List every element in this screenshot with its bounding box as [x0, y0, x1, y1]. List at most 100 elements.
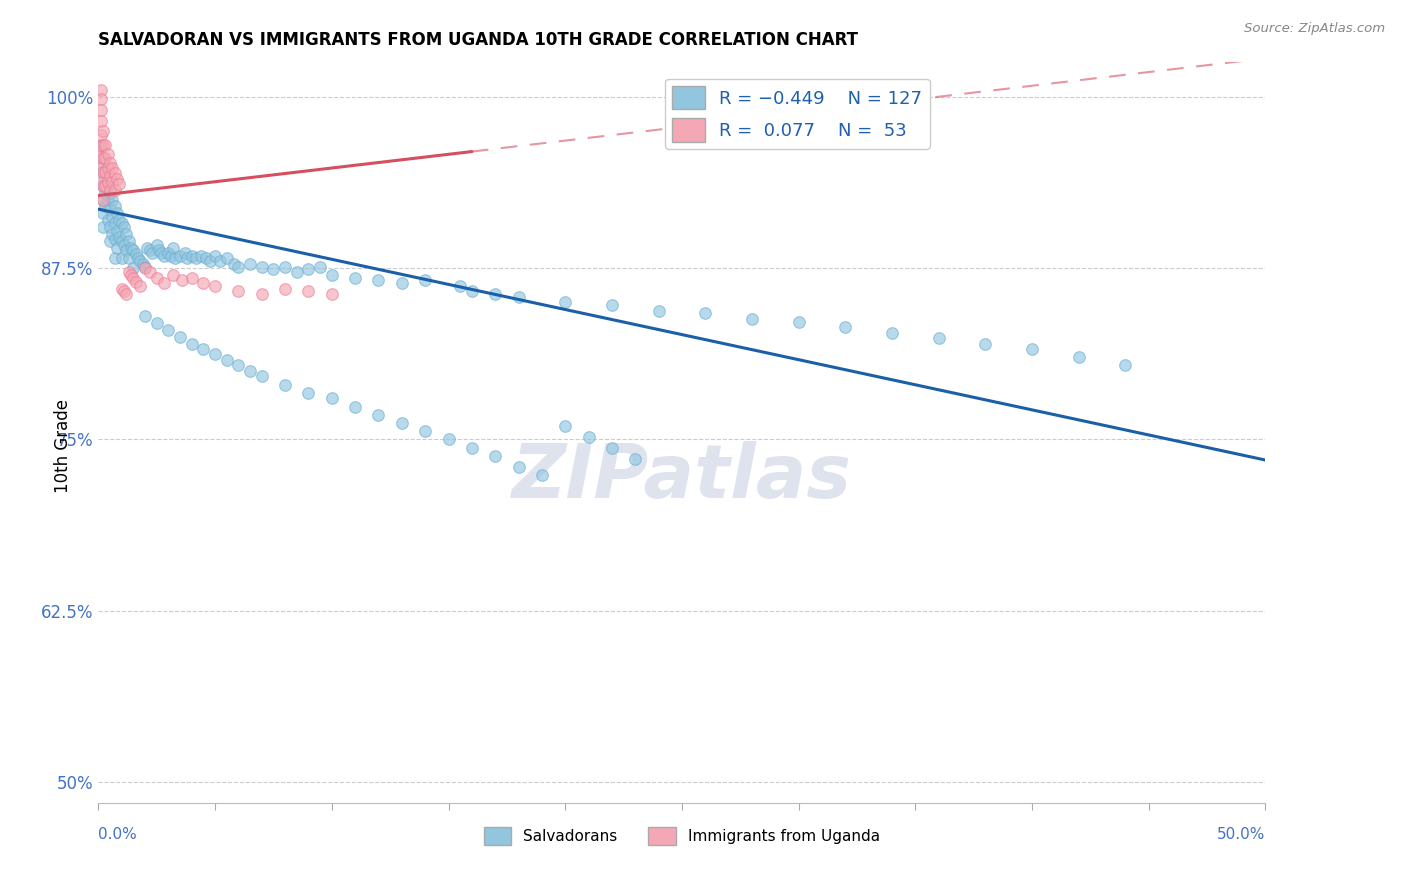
Point — [132, 257, 155, 271]
Point — [159, 249, 181, 263]
Point — [90, 158, 112, 172]
Point — [173, 246, 195, 260]
Point — [125, 247, 148, 261]
Point — [104, 216, 127, 230]
Point — [647, 303, 669, 318]
Point — [91, 152, 114, 166]
Point — [90, 128, 112, 142]
Point — [90, 161, 112, 175]
Point — [461, 441, 484, 455]
Point — [90, 114, 112, 128]
Point — [297, 385, 319, 400]
Point — [101, 227, 124, 241]
Legend: Salvadorans, Immigrants from Uganda: Salvadorans, Immigrants from Uganda — [478, 821, 886, 851]
Point — [391, 416, 413, 430]
Point — [111, 234, 134, 248]
Point — [180, 336, 202, 351]
Point — [98, 234, 121, 248]
Point — [624, 451, 647, 466]
Point — [94, 178, 117, 193]
Point — [91, 206, 114, 220]
Point — [98, 219, 121, 234]
Point — [297, 285, 319, 299]
Point — [134, 261, 156, 276]
Point — [215, 353, 238, 368]
Point — [94, 186, 117, 200]
Point — [186, 252, 208, 266]
Point — [98, 169, 121, 184]
Point — [98, 155, 121, 169]
Point — [695, 306, 717, 320]
Point — [120, 268, 142, 282]
Point — [90, 83, 112, 97]
Point — [157, 323, 180, 337]
Point — [180, 270, 202, 285]
Point — [274, 260, 297, 274]
Point — [152, 276, 174, 290]
Point — [136, 240, 159, 255]
Point — [115, 287, 138, 301]
Point — [530, 468, 553, 483]
Point — [101, 211, 124, 225]
Point — [193, 276, 215, 290]
Point — [97, 147, 120, 161]
Point — [115, 244, 138, 258]
Point — [118, 234, 141, 248]
Point — [98, 202, 121, 216]
Point — [204, 279, 226, 293]
Point — [111, 252, 134, 266]
Point — [449, 279, 471, 293]
Point — [880, 326, 903, 340]
Point — [108, 178, 131, 192]
Point — [834, 320, 856, 334]
Point — [344, 270, 367, 285]
Text: 10th Grade: 10th Grade — [55, 399, 72, 493]
Point — [484, 287, 506, 301]
Point — [90, 175, 112, 189]
Point — [101, 193, 124, 207]
Point — [98, 186, 121, 200]
Point — [97, 213, 120, 227]
Text: 50.0%: 50.0% — [1218, 828, 1265, 842]
Point — [97, 178, 120, 193]
Point — [169, 249, 191, 263]
Point — [228, 285, 250, 299]
Point — [208, 254, 231, 268]
Point — [162, 240, 184, 255]
Text: ZIPatlas: ZIPatlas — [512, 441, 852, 514]
Point — [193, 342, 215, 356]
Point — [134, 309, 156, 323]
Point — [129, 279, 152, 293]
Point — [97, 193, 120, 207]
Point — [104, 199, 127, 213]
Point — [146, 316, 169, 330]
Point — [91, 193, 114, 207]
Point — [94, 137, 117, 152]
Point — [91, 219, 114, 234]
Point — [90, 150, 112, 164]
Point — [239, 257, 262, 271]
Point — [413, 273, 436, 287]
Point — [321, 287, 343, 301]
Point — [228, 260, 250, 274]
Point — [344, 400, 367, 414]
Point — [108, 229, 131, 244]
Point — [321, 392, 343, 406]
Point — [141, 246, 163, 260]
Point — [250, 369, 273, 384]
Point — [508, 459, 530, 474]
Point — [91, 137, 114, 152]
Point — [91, 165, 114, 179]
Point — [367, 408, 389, 422]
Point — [101, 161, 124, 175]
Point — [169, 329, 191, 343]
Point — [367, 273, 389, 287]
Point — [262, 262, 284, 277]
Point — [150, 246, 173, 260]
Point — [105, 240, 128, 255]
Point — [554, 295, 576, 310]
Point — [111, 282, 134, 296]
Point — [94, 172, 117, 186]
Point — [139, 244, 162, 258]
Point — [97, 161, 120, 175]
